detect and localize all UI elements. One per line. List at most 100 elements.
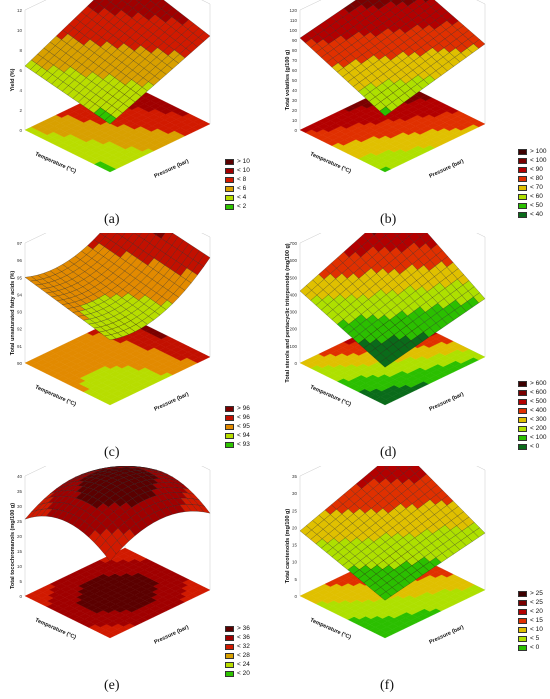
legend-swatch xyxy=(225,168,234,174)
z-axis-label: Total sterols and pentacyclic triterpeno… xyxy=(285,243,291,382)
legend-item: < 0 xyxy=(518,644,543,652)
x-axis-label: Pressure (bar) xyxy=(153,158,189,179)
legend-swatch xyxy=(225,186,234,192)
legend-swatch xyxy=(518,600,527,606)
z-tick-label: 0 xyxy=(19,128,22,133)
legend-item: < 0 xyxy=(518,443,546,451)
response-surface xyxy=(25,0,210,124)
legend-label: < 50 xyxy=(530,202,543,210)
color-legend: > 600< 600< 500< 400< 300< 200< 100< 0 xyxy=(518,380,546,452)
z-axis-label: Total unsaturated fatty acids (%) xyxy=(10,271,16,356)
z-tick-label: 15 xyxy=(17,549,23,554)
z-tick-label: 10 xyxy=(17,564,23,569)
z-tick-label: 10 xyxy=(17,28,23,33)
legend-swatch xyxy=(225,424,234,430)
legend-label: < 96 xyxy=(237,414,250,422)
legend-label: > 36 xyxy=(237,625,250,633)
legend-swatch xyxy=(518,636,527,642)
z-tick-label: 110 xyxy=(290,18,298,23)
z-tick-label: 10 xyxy=(292,118,298,123)
legend-label: < 20 xyxy=(237,670,250,678)
legend-item: < 2 xyxy=(225,203,250,211)
z-tick-label: 0 xyxy=(294,594,297,599)
z-tick-label: 92 xyxy=(17,327,23,332)
legend-swatch xyxy=(225,177,234,183)
z-tick-label: 20 xyxy=(292,525,298,530)
legend-label: > 600 xyxy=(530,380,546,388)
legend-label: < 600 xyxy=(530,389,546,397)
legend-item: > 600 xyxy=(518,380,546,388)
legend-label: < 0 xyxy=(530,644,539,652)
x-axis-label: Pressure (bar) xyxy=(153,391,189,412)
z-tick-label: 25 xyxy=(17,519,23,524)
legend-item: < 36 xyxy=(225,634,250,642)
z-tick-label: 30 xyxy=(292,491,298,496)
legend-item: < 6 xyxy=(225,185,250,193)
legend-swatch xyxy=(225,653,234,659)
legend-item: > 100 xyxy=(518,148,546,156)
z-tick-label: 40 xyxy=(17,474,23,479)
legend-label: > 25 xyxy=(530,590,543,598)
legend-item: < 80 xyxy=(518,175,546,183)
panel-caption: (c) xyxy=(104,445,120,461)
z-tick-label: 97 xyxy=(17,241,23,246)
legend-item: < 400 xyxy=(518,407,546,415)
z-tick-label: 20 xyxy=(292,108,298,113)
y-axis-label: Temperature (°C) xyxy=(309,384,352,408)
z-tick-label: 30 xyxy=(17,504,23,509)
x-axis-label: Pressure (bar) xyxy=(428,624,464,645)
legend-item: < 10 xyxy=(518,626,543,634)
legend-label: < 60 xyxy=(530,193,543,201)
z-tick-label: 0 xyxy=(294,361,297,366)
z-tick-label: 12 xyxy=(17,8,23,13)
legend-label: < 32 xyxy=(237,643,250,651)
legend-swatch xyxy=(518,609,527,615)
legend-label: < 40 xyxy=(530,211,543,219)
legend-swatch xyxy=(225,626,234,632)
z-axis-label: Total volatiles (g/100 g) xyxy=(285,50,291,111)
z-tick-label: 70 xyxy=(292,58,298,63)
legend-swatch xyxy=(518,185,527,191)
legend-label: < 36 xyxy=(237,634,250,642)
y-axis-label: Temperature (°C) xyxy=(34,151,77,175)
z-tick-label: 50 xyxy=(292,78,298,83)
z-tick-label: 95 xyxy=(17,275,23,280)
z-tick-label: 15 xyxy=(292,543,298,548)
z-tick-label: 93 xyxy=(17,310,23,315)
panel-caption: (e) xyxy=(104,678,120,694)
legend-swatch xyxy=(225,159,234,165)
z-tick-label: 94 xyxy=(17,292,23,297)
legend-label: < 500 xyxy=(530,398,546,406)
legend-label: < 400 xyxy=(530,407,546,415)
z-axis-label: Yield (%) xyxy=(10,68,16,91)
legend-swatch xyxy=(225,195,234,201)
z-tick-label: 35 xyxy=(292,474,298,479)
legend-swatch xyxy=(518,417,527,423)
legend-label: < 2 xyxy=(237,203,246,211)
x-axis-label: Pressure (bar) xyxy=(428,158,464,179)
z-tick-label: 2 xyxy=(19,108,22,113)
legend-item: > 36 xyxy=(225,625,250,633)
legend-swatch xyxy=(518,408,527,414)
legend-label: < 0 xyxy=(530,443,539,451)
legend-label: < 5 xyxy=(530,635,539,643)
legend-swatch xyxy=(518,444,527,450)
legend-label: < 200 xyxy=(530,425,546,433)
panel-caption: (b) xyxy=(380,212,396,228)
legend-label: > 100 xyxy=(530,148,546,156)
legend-item: < 100 xyxy=(518,157,546,165)
legend-swatch xyxy=(225,406,234,412)
z-tick-label: 8 xyxy=(19,48,22,53)
color-legend: > 36< 36< 32< 28< 24< 20 xyxy=(225,625,250,679)
y-axis-label: Temperature (°C) xyxy=(309,151,352,175)
legend-swatch xyxy=(518,591,527,597)
color-legend: > 10< 10< 8< 6< 4< 2 xyxy=(225,158,250,212)
legend-item: < 90 xyxy=(518,166,546,174)
